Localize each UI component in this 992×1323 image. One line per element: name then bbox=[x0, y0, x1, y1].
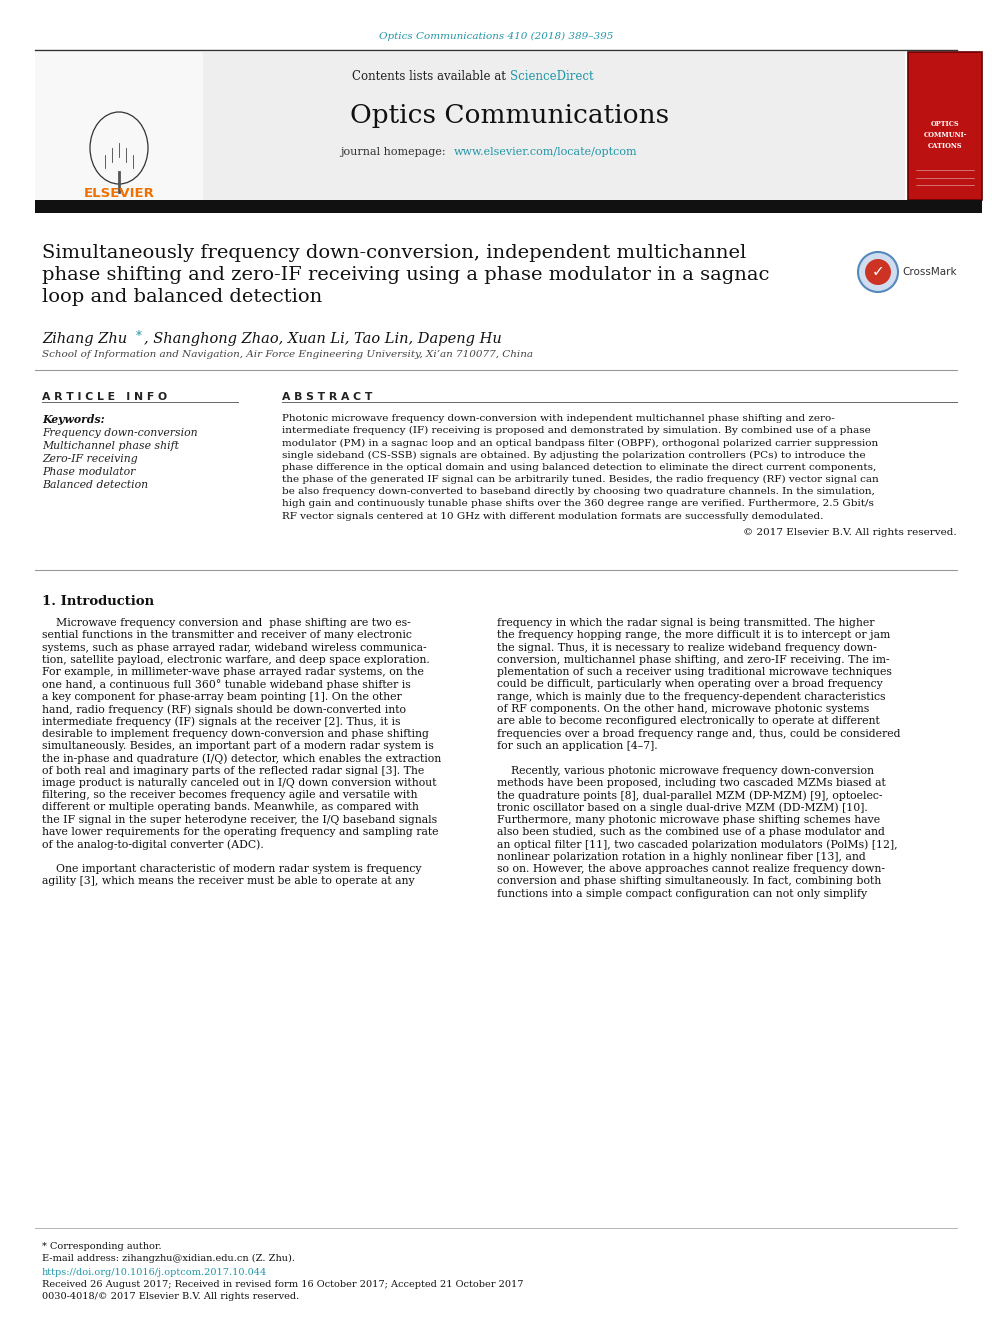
Text: the in-phase and quadrature (I/Q) detector, which enables the extraction: the in-phase and quadrature (I/Q) detect… bbox=[42, 753, 441, 763]
Text: be also frequency down-converted to baseband directly by choosing two quadrature: be also frequency down-converted to base… bbox=[282, 487, 875, 496]
Circle shape bbox=[865, 259, 891, 284]
Bar bbox=[908, 52, 982, 200]
Text: * Corresponding author.: * Corresponding author. bbox=[42, 1242, 162, 1252]
Text: https://doi.org/10.1016/j.optcom.2017.10.044: https://doi.org/10.1016/j.optcom.2017.10… bbox=[42, 1267, 267, 1277]
Text: Simultaneously frequency down-conversion, independent multichannel: Simultaneously frequency down-conversion… bbox=[42, 243, 746, 262]
Text: Keywords:: Keywords: bbox=[42, 414, 104, 425]
Text: ✓: ✓ bbox=[872, 265, 885, 279]
Text: intermediate frequency (IF) signals at the receiver [2]. Thus, it is: intermediate frequency (IF) signals at t… bbox=[42, 716, 401, 726]
Text: conversion and phase shifting simultaneously. In fact, combining both: conversion and phase shifting simultaneo… bbox=[497, 876, 881, 886]
Text: tronic oscillator based on a single dual-drive MZM (DD-MZM) [10].: tronic oscillator based on a single dual… bbox=[497, 803, 868, 814]
Text: an optical filter [11], two cascaded polarization modulators (PolMs) [12],: an optical filter [11], two cascaded pol… bbox=[497, 839, 898, 849]
Text: Frequency down-conversion: Frequency down-conversion bbox=[42, 429, 197, 438]
Text: loop and balanced detection: loop and balanced detection bbox=[42, 288, 322, 306]
Text: Furthermore, many photonic microwave phase shifting schemes have: Furthermore, many photonic microwave pha… bbox=[497, 815, 880, 824]
Text: frequencies over a broad frequency range and, thus, could be considered: frequencies over a broad frequency range… bbox=[497, 729, 901, 738]
Text: 1. Introduction: 1. Introduction bbox=[42, 595, 154, 609]
Bar bbox=[35, 200, 982, 213]
Text: the IF signal in the super heterodyne receiver, the I/Q baseband signals: the IF signal in the super heterodyne re… bbox=[42, 815, 437, 824]
Text: simultaneously. Besides, an important part of a modern radar system is: simultaneously. Besides, an important pa… bbox=[42, 741, 434, 751]
Text: have lower requirements for the operating frequency and sampling rate: have lower requirements for the operatin… bbox=[42, 827, 438, 837]
Text: one hand, a continuous full 360° tunable wideband phase shifter is: one hand, a continuous full 360° tunable… bbox=[42, 680, 411, 691]
Text: single sideband (CS-SSB) signals are obtained. By adjusting the polarization con: single sideband (CS-SSB) signals are obt… bbox=[282, 451, 866, 459]
Text: different or multiple operating bands. Meanwhile, as compared with: different or multiple operating bands. M… bbox=[42, 803, 419, 812]
Text: agility [3], which means the receiver must be able to operate at any: agility [3], which means the receiver mu… bbox=[42, 876, 415, 886]
Text: sential functions in the transmitter and receiver of many electronic: sential functions in the transmitter and… bbox=[42, 630, 412, 640]
Text: School of Information and Navigation, Air Force Engineering University, Xi’an 71: School of Information and Navigation, Ai… bbox=[42, 351, 533, 359]
Text: A B S T R A C T: A B S T R A C T bbox=[282, 392, 372, 402]
Text: are able to become reconfigured electronically to operate at different: are able to become reconfigured electron… bbox=[497, 716, 880, 726]
Text: hand, radio frequency (RF) signals should be down-converted into: hand, radio frequency (RF) signals shoul… bbox=[42, 704, 406, 714]
Text: the signal. Thus, it is necessary to realize wideband frequency down-: the signal. Thus, it is necessary to rea… bbox=[497, 643, 877, 652]
Text: *: * bbox=[136, 329, 142, 343]
Text: high gain and continuously tunable phase shifts over the 360 degree range are ve: high gain and continuously tunable phase… bbox=[282, 499, 874, 508]
Text: the phase of the generated IF signal can be arbitrarily tuned. Besides, the radi: the phase of the generated IF signal can… bbox=[282, 475, 879, 484]
Text: so on. However, the above approaches cannot realize frequency down-: so on. However, the above approaches can… bbox=[497, 864, 885, 875]
Text: Contents lists available at: Contents lists available at bbox=[352, 70, 510, 82]
Text: Received 26 August 2017; Received in revised form 16 October 2017; Accepted 21 O: Received 26 August 2017; Received in rev… bbox=[42, 1279, 524, 1289]
Text: Balanced detection: Balanced detection bbox=[42, 480, 148, 490]
Text: Multichannel phase shift: Multichannel phase shift bbox=[42, 441, 179, 451]
Text: A R T I C L E   I N F O: A R T I C L E I N F O bbox=[42, 392, 167, 402]
Text: CrossMark: CrossMark bbox=[902, 267, 956, 277]
Text: Phase modulator: Phase modulator bbox=[42, 467, 135, 478]
Text: RF vector signals centered at 10 GHz with different modulation formats are succe: RF vector signals centered at 10 GHz wit… bbox=[282, 512, 823, 520]
Text: For example, in millimeter-wave phase arrayed radar systems, on the: For example, in millimeter-wave phase ar… bbox=[42, 667, 424, 677]
Text: range, which is mainly due to the frequency-dependent characteristics: range, which is mainly due to the freque… bbox=[497, 692, 886, 701]
Bar bbox=[35, 52, 203, 200]
Text: of the analog-to-digital converter (ADC).: of the analog-to-digital converter (ADC)… bbox=[42, 839, 264, 849]
Bar bbox=[35, 52, 905, 200]
Text: image product is naturally canceled out in I/Q down conversion without: image product is naturally canceled out … bbox=[42, 778, 436, 789]
Text: Recently, various photonic microwave frequency down-conversion: Recently, various photonic microwave fre… bbox=[497, 766, 874, 775]
Text: OPTICS
COMMUNI-
CATIONS: OPTICS COMMUNI- CATIONS bbox=[924, 120, 967, 149]
Text: conversion, multichannel phase shifting, and zero-IF receiving. The im-: conversion, multichannel phase shifting,… bbox=[497, 655, 890, 665]
Text: Microwave frequency conversion and  phase shifting are two es-: Microwave frequency conversion and phase… bbox=[42, 618, 411, 628]
Circle shape bbox=[858, 251, 898, 292]
Text: for such an application [4–7].: for such an application [4–7]. bbox=[497, 741, 658, 751]
Text: E-mail address: zihangzhu@xidian.edu.cn (Z. Zhu).: E-mail address: zihangzhu@xidian.edu.cn … bbox=[42, 1254, 295, 1263]
Text: functions into a simple compact configuration can not only simplify: functions into a simple compact configur… bbox=[497, 889, 867, 898]
Text: Zihang Zhu: Zihang Zhu bbox=[42, 332, 127, 347]
Text: methods have been proposed, including two cascaded MZMs biased at: methods have been proposed, including tw… bbox=[497, 778, 886, 789]
Text: frequency in which the radar signal is being transmitted. The higher: frequency in which the radar signal is b… bbox=[497, 618, 875, 628]
Text: a key component for phase-array beam pointing [1]. On the other: a key component for phase-array beam poi… bbox=[42, 692, 402, 701]
Text: ELSEVIER: ELSEVIER bbox=[83, 187, 155, 200]
Text: of RF components. On the other hand, microwave photonic systems: of RF components. On the other hand, mic… bbox=[497, 704, 869, 714]
Text: phase shifting and zero-IF receiving using a phase modulator in a sagnac: phase shifting and zero-IF receiving usi… bbox=[42, 266, 770, 284]
Text: systems, such as phase arrayed radar, wideband wireless communica-: systems, such as phase arrayed radar, wi… bbox=[42, 643, 427, 652]
Text: modulator (PM) in a sagnac loop and an optical bandpass filter (OBPF), orthogona: modulator (PM) in a sagnac loop and an o… bbox=[282, 438, 878, 447]
Text: of both real and imaginary parts of the reflected radar signal [3]. The: of both real and imaginary parts of the … bbox=[42, 766, 425, 775]
Text: Zero-IF receiving: Zero-IF receiving bbox=[42, 454, 138, 464]
Text: Photonic microwave frequency down-conversion with independent multichannel phase: Photonic microwave frequency down-conver… bbox=[282, 414, 834, 423]
Text: filtering, so the receiver becomes frequency agile and versatile with: filtering, so the receiver becomes frequ… bbox=[42, 790, 418, 800]
Text: 0030-4018/© 2017 Elsevier B.V. All rights reserved.: 0030-4018/© 2017 Elsevier B.V. All right… bbox=[42, 1293, 300, 1301]
Text: ScienceDirect: ScienceDirect bbox=[510, 70, 593, 82]
Text: Optics Communications: Optics Communications bbox=[350, 102, 670, 127]
Text: the frequency hopping range, the more difficult it is to intercept or jam: the frequency hopping range, the more di… bbox=[497, 630, 890, 640]
Text: , Shanghong Zhao, Xuan Li, Tao Lin, Dapeng Hu: , Shanghong Zhao, Xuan Li, Tao Lin, Dape… bbox=[144, 332, 502, 347]
Text: the quadrature points [8], dual-parallel MZM (DP-MZM) [9], optoelec-: the quadrature points [8], dual-parallel… bbox=[497, 790, 883, 800]
Text: Optics Communications 410 (2018) 389–395: Optics Communications 410 (2018) 389–395 bbox=[379, 32, 613, 41]
Text: journal homepage:: journal homepage: bbox=[340, 147, 449, 157]
Text: intermediate frequency (IF) receiving is proposed and demonstrated by simulation: intermediate frequency (IF) receiving is… bbox=[282, 426, 871, 435]
Text: phase difference in the optical domain and using balanced detection to eliminate: phase difference in the optical domain a… bbox=[282, 463, 876, 472]
Text: desirable to implement frequency down-conversion and phase shifting: desirable to implement frequency down-co… bbox=[42, 729, 429, 738]
Text: also been studied, such as the combined use of a phase modulator and: also been studied, such as the combined … bbox=[497, 827, 885, 837]
Text: plementation of such a receiver using traditional microwave techniques: plementation of such a receiver using tr… bbox=[497, 667, 892, 677]
Text: www.elsevier.com/locate/optcom: www.elsevier.com/locate/optcom bbox=[454, 147, 638, 157]
Text: One important characteristic of modern radar system is frequency: One important characteristic of modern r… bbox=[42, 864, 422, 875]
Text: tion, satellite payload, electronic warfare, and deep space exploration.: tion, satellite payload, electronic warf… bbox=[42, 655, 430, 665]
Text: could be difficult, particularly when operating over a broad frequency: could be difficult, particularly when op… bbox=[497, 680, 883, 689]
Text: nonlinear polarization rotation in a highly nonlinear fiber [13], and: nonlinear polarization rotation in a hig… bbox=[497, 852, 866, 861]
Text: © 2017 Elsevier B.V. All rights reserved.: © 2017 Elsevier B.V. All rights reserved… bbox=[743, 528, 957, 537]
